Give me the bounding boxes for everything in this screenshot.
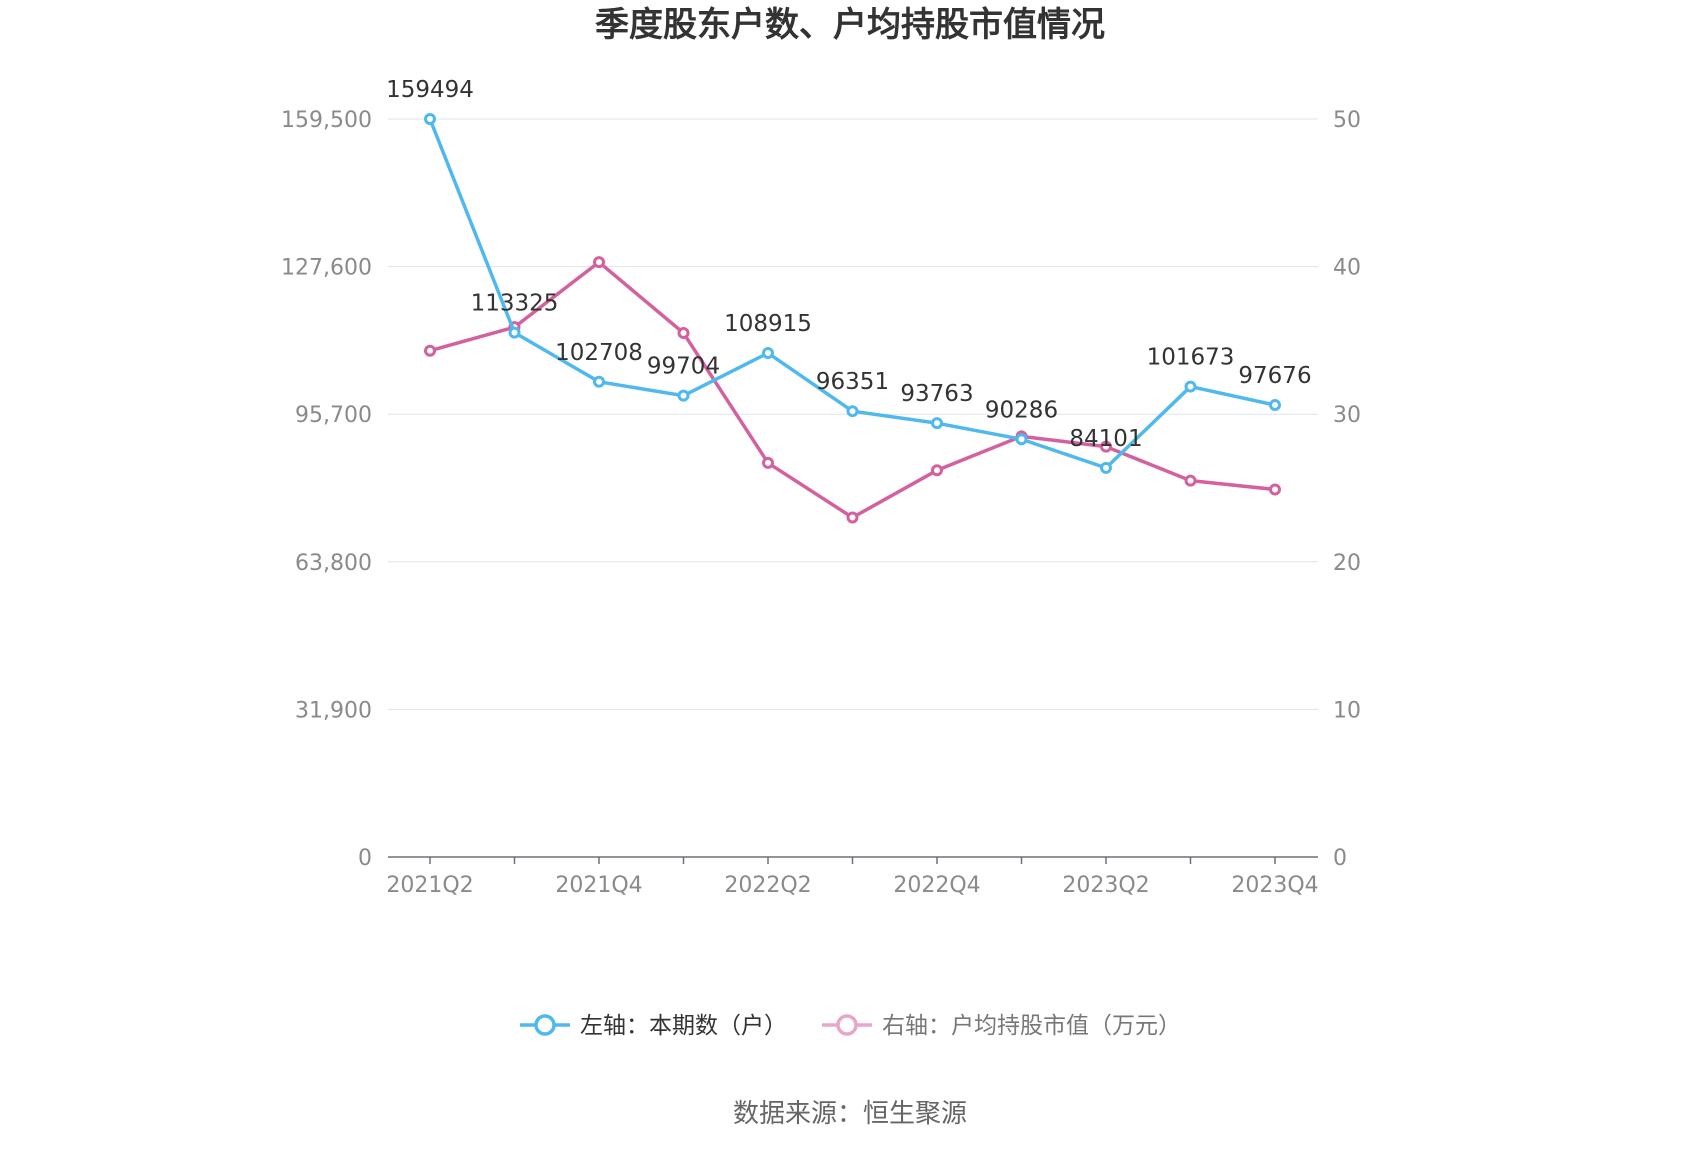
data-label: 97676 bbox=[1238, 363, 1311, 389]
data-point bbox=[762, 347, 774, 360]
data-point bbox=[1100, 440, 1112, 453]
data-point bbox=[931, 464, 943, 477]
x-tick-label: 2023Q2 bbox=[1062, 873, 1149, 898]
data-label: 90286 bbox=[985, 397, 1058, 423]
data-label: 99704 bbox=[647, 354, 720, 380]
data-label: 108915 bbox=[724, 311, 812, 337]
data-label: 159494 bbox=[386, 77, 474, 103]
data-point bbox=[1015, 433, 1028, 446]
data-point bbox=[1100, 461, 1112, 474]
legend-label: 右轴：户均持股市值（万元） bbox=[882, 1013, 1181, 1039]
series-layer bbox=[424, 113, 1281, 524]
y-right-tick-label: 0 bbox=[1333, 846, 1347, 871]
y-left-tick-label: 159,500 bbox=[281, 108, 372, 133]
y-left-tick-label: 95,700 bbox=[295, 403, 372, 428]
data-point bbox=[508, 326, 521, 339]
y-left-tick-label: 63,800 bbox=[295, 551, 372, 576]
data-label: 101673 bbox=[1147, 345, 1235, 371]
data-point bbox=[593, 256, 605, 269]
legend-marker-icon bbox=[534, 1014, 556, 1036]
y-right-tick-label: 20 bbox=[1333, 551, 1361, 576]
data-point bbox=[1269, 399, 1281, 412]
legend-marker-icon bbox=[836, 1014, 858, 1036]
data-point bbox=[846, 405, 859, 418]
data-label: 113325 bbox=[471, 291, 559, 317]
y-left-tick-label: 0 bbox=[358, 846, 372, 871]
data-point bbox=[424, 113, 436, 126]
data-point bbox=[1184, 380, 1197, 393]
y-left-tick-label: 127,600 bbox=[281, 256, 372, 281]
data-point bbox=[677, 389, 690, 402]
x-tick-label: 2023Q4 bbox=[1231, 873, 1318, 898]
y-right-tick-label: 40 bbox=[1333, 256, 1361, 281]
y-left-tick-label: 31,900 bbox=[295, 698, 372, 723]
y-right-tick-label: 30 bbox=[1333, 403, 1361, 428]
data-point bbox=[1269, 483, 1281, 496]
source-text: 数据来源：恒生聚源 bbox=[733, 1099, 967, 1129]
axes: 0 0 31,900 10 63,800 20 95,700 30 127,600 40 159,5… bbox=[281, 108, 1361, 898]
data-point bbox=[846, 511, 859, 524]
chart-title: 季度股东户数、户均持股市值情况 bbox=[595, 5, 1105, 45]
data-label: 96351 bbox=[816, 369, 889, 395]
data-label: 84101 bbox=[1069, 426, 1142, 452]
y-right-tick-label: 50 bbox=[1333, 108, 1361, 133]
x-tick-label: 2022Q4 bbox=[893, 873, 980, 898]
x-tick-label: 2021Q4 bbox=[555, 873, 642, 898]
legend-item: 左轴：本期数（户） bbox=[520, 1013, 787, 1039]
data-point bbox=[677, 327, 690, 340]
data-point bbox=[931, 417, 943, 430]
data-point bbox=[762, 456, 774, 469]
legend-item: 右轴：户均持股市值（万元） bbox=[822, 1013, 1181, 1039]
legend-label: 左轴：本期数（户） bbox=[580, 1013, 787, 1039]
x-tick-label: 2022Q2 bbox=[724, 873, 811, 898]
data-point bbox=[424, 344, 436, 357]
data-label: 93763 bbox=[900, 381, 973, 407]
y-right-tick-label: 10 bbox=[1333, 698, 1361, 723]
x-tick-label: 2021Q2 bbox=[386, 873, 473, 898]
data-point bbox=[1184, 474, 1197, 487]
legend: 左轴：本期数（户） 右轴：户均持股市值（万元） bbox=[520, 1013, 1181, 1039]
data-label: 102708 bbox=[555, 340, 643, 366]
data-point bbox=[593, 375, 605, 388]
